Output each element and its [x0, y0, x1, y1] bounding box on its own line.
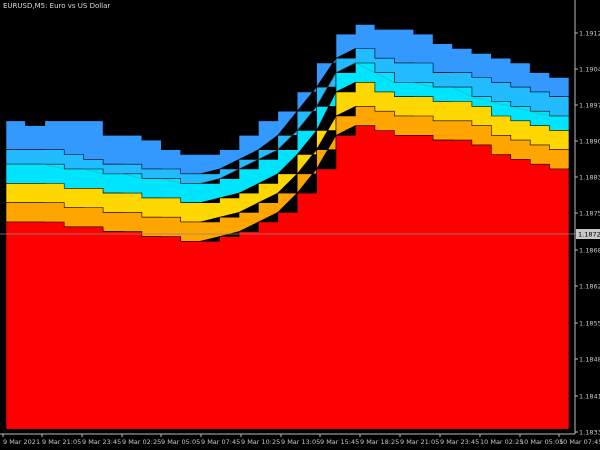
y-tick-label: 1.18620 — [579, 283, 600, 291]
x-tick-label: 9 Mar 23:45 — [82, 438, 121, 446]
y-tick-label: 1.18550 — [579, 320, 600, 328]
current-price-label: 1.18729 — [578, 231, 600, 239]
current-price-label-box — [576, 229, 600, 239]
x-tick-label: 9 Mar 21:05 — [42, 438, 81, 446]
y-tick-label: 1.18750 — [579, 210, 600, 218]
x-tick-label: 10 Mar 07:45 — [559, 438, 600, 446]
y-tick-label: 1.18410 — [579, 393, 600, 401]
chart-title: EURUSD,M5: Euro vs US Dollar — [3, 2, 111, 10]
price-trace — [6, 62, 569, 184]
y-axis-ticks: 1.19120 1.19040 1.18970 1.18900 1.18830 1.187… — [575, 30, 600, 437]
x-tick-label: 9 Mar 10:25 — [241, 438, 280, 446]
y-tick-label: 1.18830 — [579, 174, 600, 182]
band-1 — [5, 24, 570, 175]
band-5 — [5, 106, 570, 242]
y-tick-label: 1.18330 — [579, 429, 600, 437]
y-tick-label: 1.19120 — [579, 30, 600, 38]
x-tick-label: 9 Mar 02:25 — [122, 438, 161, 446]
x-tick-label: 9 Mar 05:05 — [161, 438, 200, 446]
x-tick-label: 9 Mar 23:45 — [440, 438, 479, 446]
y-tick-label: 1.18900 — [579, 138, 600, 146]
x-tick-label: 9 Mar 18:25 — [360, 438, 399, 446]
y-tick-label: 1.19040 — [579, 66, 600, 74]
x-axis-ticks: 9 Mar 2021 9 Mar 21:05 9 Mar 23:45 9 Mar 02… — [2, 434, 600, 446]
x-tick-label: 9 Mar 13:05 — [281, 438, 320, 446]
price-trace-layer — [6, 62, 569, 184]
bands-layer — [5, 24, 570, 430]
y-tick-label: 1.18970 — [579, 102, 600, 110]
x-tick-label: 9 Mar 07:45 — [201, 438, 240, 446]
x-tick-label: 9 Mar 21:05 — [400, 438, 439, 446]
x-tick-label: 10 Mar 05:05 — [520, 438, 563, 446]
band-6 — [5, 125, 570, 430]
y-tick-label: 1.18480 — [579, 356, 600, 364]
y-tick-label: 1.18680 — [579, 247, 600, 255]
x-tick-label: 10 Mar 02:25 — [480, 438, 523, 446]
x-tick-label: 9 Mar 15:45 — [320, 438, 359, 446]
x-tick-label: 9 Mar 2021 — [3, 438, 40, 446]
